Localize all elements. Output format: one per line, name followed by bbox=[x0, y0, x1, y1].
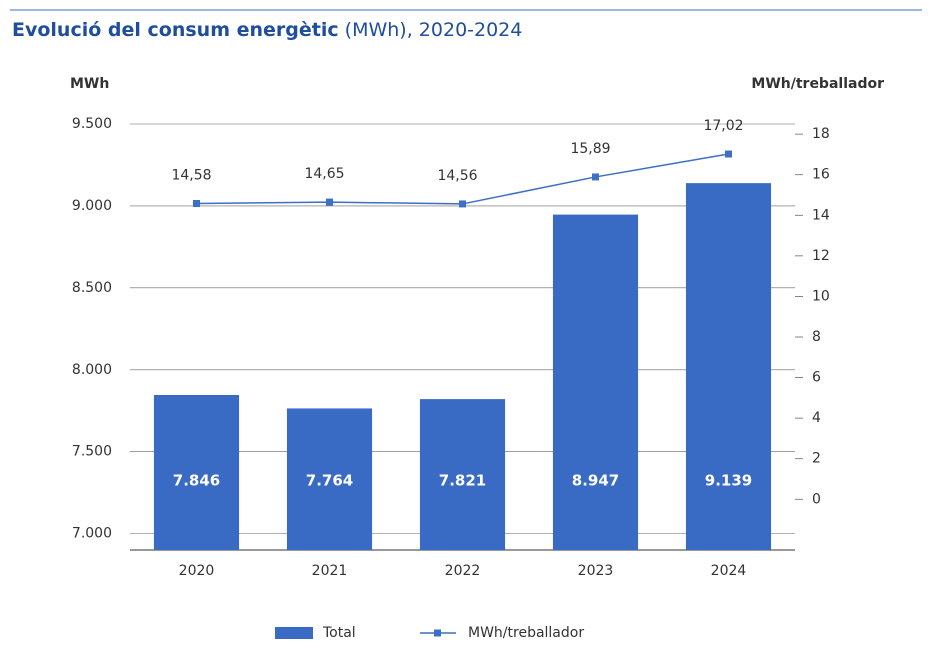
y-tick-label: 7.500 bbox=[72, 444, 112, 460]
bar-value-label: 7.821 bbox=[439, 472, 486, 490]
bar bbox=[153, 395, 240, 550]
bar bbox=[419, 399, 506, 550]
legend-label: MWh/treballador bbox=[468, 625, 584, 641]
x-tick-label: 2021 bbox=[312, 563, 348, 579]
line-value-label: 14,58 bbox=[171, 168, 211, 184]
y-tick-label: 9.500 bbox=[72, 116, 112, 132]
line-marker bbox=[459, 200, 466, 208]
line-marker bbox=[326, 198, 333, 206]
line-marker bbox=[592, 173, 599, 181]
line-marker bbox=[193, 200, 200, 208]
y2-tick-label: 8 bbox=[812, 329, 821, 345]
x-tick-label: 2023 bbox=[578, 563, 614, 579]
line-value-label: 15,89 bbox=[570, 141, 610, 157]
y2-tick-label: 4 bbox=[812, 410, 821, 426]
legend-swatch bbox=[275, 627, 313, 639]
x-tick-label: 2020 bbox=[179, 563, 215, 579]
y2-tick-label: 10 bbox=[812, 288, 830, 304]
y2-tick-label: 18 bbox=[812, 126, 830, 142]
bar-value-label: 8.947 bbox=[572, 472, 619, 490]
y-tick-label: 8.500 bbox=[72, 280, 112, 296]
y-axis-label: MWh bbox=[70, 76, 109, 92]
bar bbox=[552, 214, 639, 550]
y-tick-label: 9.000 bbox=[72, 198, 112, 214]
x-tick-label: 2024 bbox=[711, 563, 747, 579]
legend-label: Total bbox=[322, 625, 356, 641]
bar bbox=[286, 408, 373, 550]
bar bbox=[685, 183, 772, 550]
bar-value-label: 9.139 bbox=[705, 472, 752, 490]
legend-marker bbox=[434, 629, 441, 637]
line-value-label: 14,65 bbox=[304, 166, 344, 182]
y2-tick-label: 12 bbox=[812, 248, 830, 264]
y2-tick-label: 16 bbox=[812, 167, 830, 183]
y2-tick-label: 2 bbox=[812, 451, 821, 467]
title-suffix: (MWh), 2020-2024 bbox=[345, 19, 523, 41]
y2-tick-label: 0 bbox=[812, 491, 821, 507]
y-tick-label: 7.000 bbox=[72, 526, 112, 542]
bar-value-label: 7.846 bbox=[173, 472, 220, 490]
chart-title: Evolució del consum energètic (MWh), 202… bbox=[12, 19, 522, 41]
title-main: Evolució del consum energètic bbox=[12, 19, 339, 41]
y2-tick-label: 6 bbox=[812, 370, 821, 386]
x-tick-label: 2022 bbox=[445, 563, 481, 579]
bar-value-label: 7.764 bbox=[306, 472, 353, 490]
line-value-label: 17,02 bbox=[703, 118, 743, 134]
y2-tick-label: 14 bbox=[812, 207, 830, 223]
y2-axis-label: MWh/treballador bbox=[751, 76, 884, 92]
y-tick-label: 8.000 bbox=[72, 362, 112, 378]
line-value-label: 14,56 bbox=[437, 168, 477, 184]
line-marker bbox=[725, 150, 732, 158]
